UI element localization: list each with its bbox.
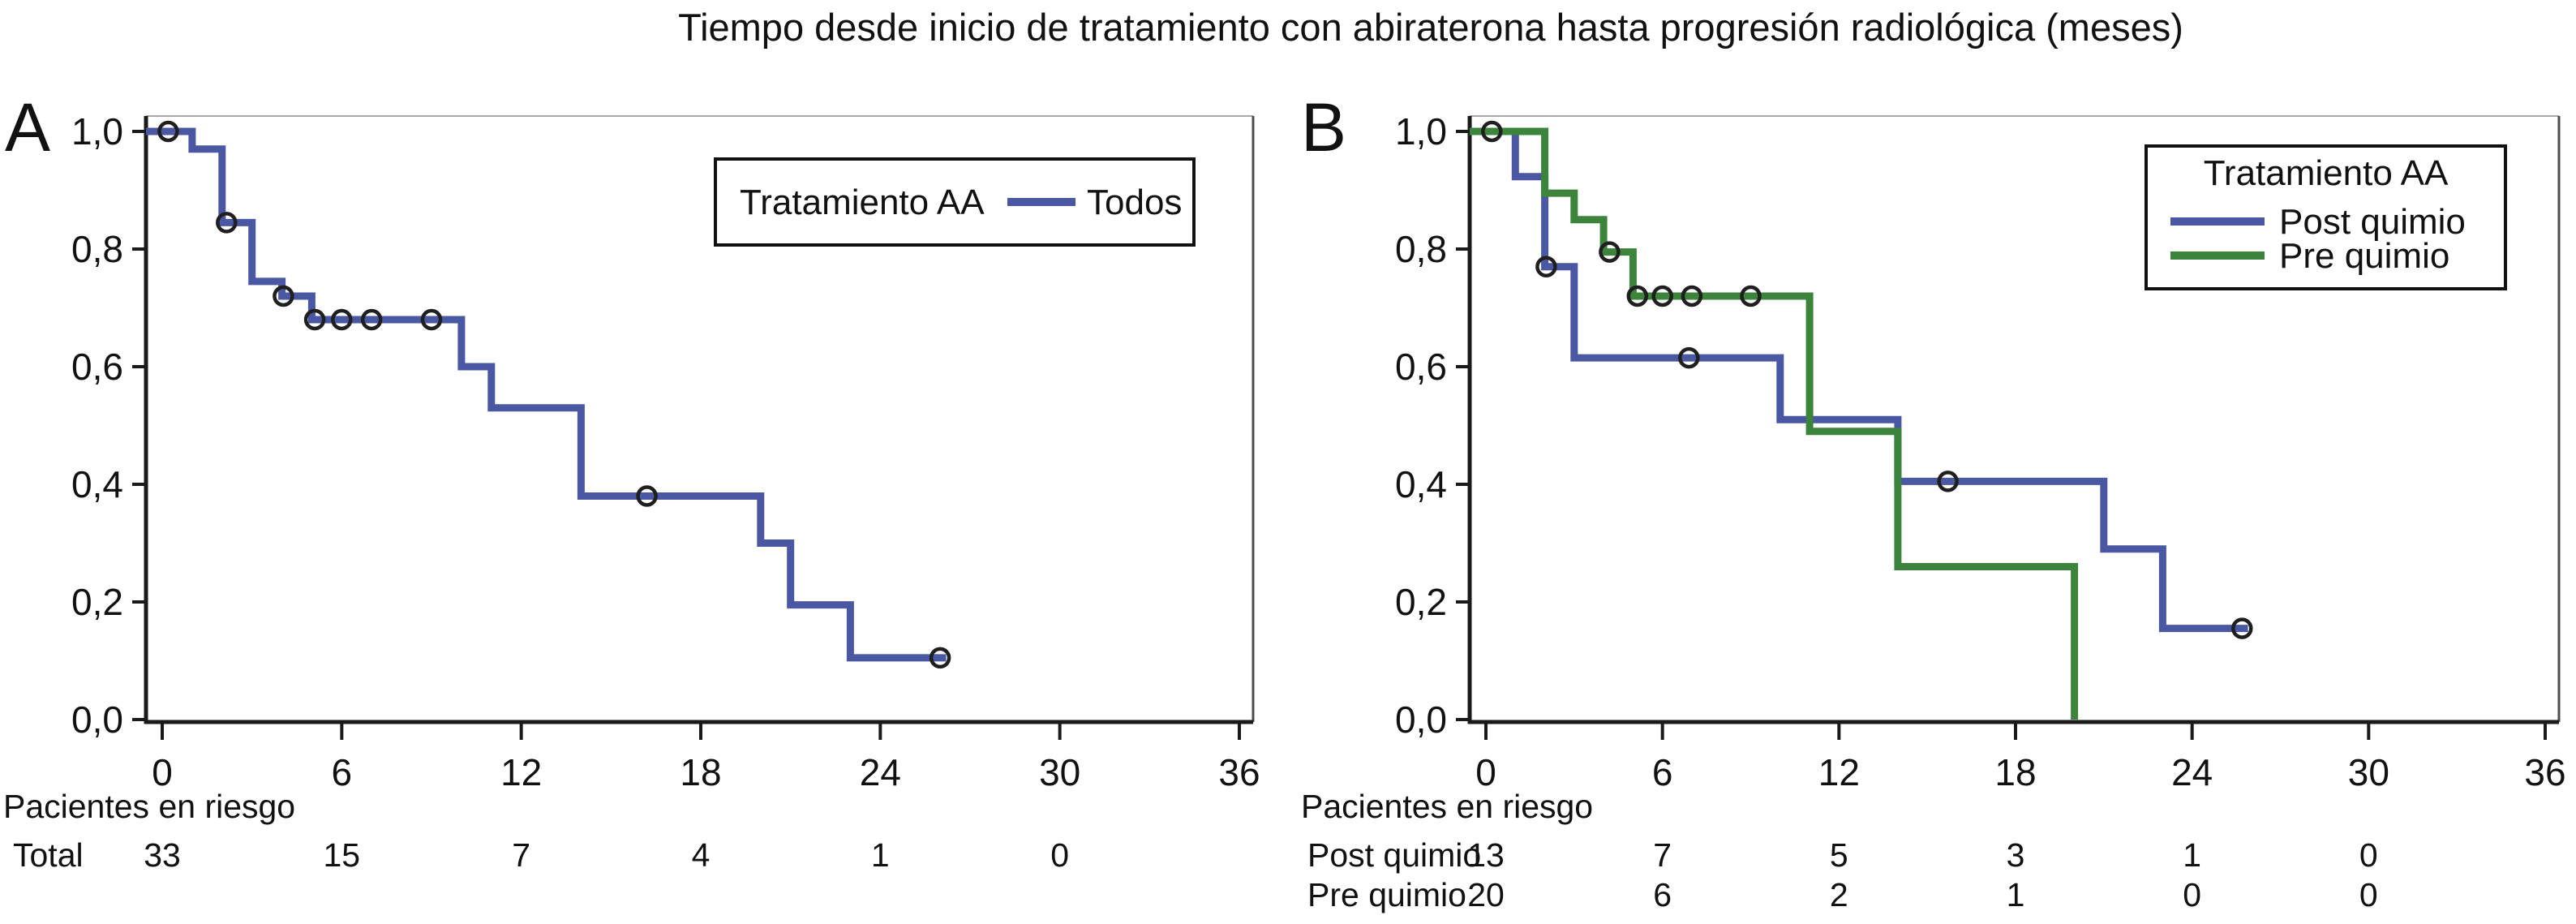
legend-entry-label: Todos — [1087, 183, 1182, 222]
risk-cell: 0 — [2359, 876, 2378, 913]
risk-cell: 0 — [1050, 836, 1069, 874]
risk-cell: 7 — [512, 836, 530, 874]
censor-mark-post-quimio — [1535, 256, 1557, 278]
legend-title: Tratamiento AA — [2204, 153, 2449, 193]
censor-mark-todos — [303, 308, 326, 331]
censor-mark-todos — [273, 285, 294, 307]
risk-table-header: Pacientes en riesgo — [1301, 788, 1593, 825]
panel-b: B0,00,20,40,60,81,00 6 12 18 24 30 36Tratamien… — [1301, 89, 2566, 913]
y-tick-label: 0,0 — [71, 698, 123, 741]
risk-cell: 0 — [2359, 836, 2378, 874]
censor-mark-todos — [360, 308, 383, 331]
x-tick-label: 18 — [680, 751, 721, 793]
panel-letter: A — [5, 89, 50, 165]
y-tick-label: 1,0 — [71, 110, 123, 153]
risk-cell: 5 — [1830, 836, 1848, 874]
y-tick-label: 0,8 — [1395, 228, 1447, 270]
x-tick-label: 36 — [1218, 751, 1260, 793]
risk-cell: 2 — [1830, 876, 1848, 913]
x-tick-label: 0 — [1475, 751, 1496, 793]
risk-cell: 0 — [2183, 876, 2201, 913]
x-tick-label: 30 — [1039, 751, 1080, 793]
censor-mark-todos — [157, 120, 179, 143]
risk-row-label: Pre quimio — [1307, 876, 1466, 913]
y-tick-label: 0,6 — [1395, 346, 1447, 388]
y-tick-label: 0,8 — [71, 228, 123, 270]
censor-mark-post-quimio — [1937, 471, 1959, 492]
censor-mark-post-quimio — [2231, 617, 2253, 639]
legend-entry-label: Post quimio — [2279, 202, 2466, 242]
risk-row-label: Total — [13, 836, 84, 874]
risk-cell: 6 — [1653, 876, 1672, 913]
risk-cell: 15 — [323, 836, 360, 874]
x-tick-label: 6 — [1652, 751, 1673, 793]
x-tick-label: 18 — [1994, 751, 2036, 793]
km-curve-post-quimio — [1470, 127, 2248, 633]
legend-entry-label: Pre quimio — [2279, 236, 2449, 276]
risk-cell: 1 — [2183, 836, 2201, 874]
risk-cell: 13 — [1467, 836, 1505, 874]
censor-mark-post-quimio — [1678, 346, 1700, 369]
x-tick-label: 36 — [2524, 751, 2565, 793]
figure-title: Tiempo desde inicio de tratamiento con a… — [678, 6, 2183, 49]
panel-a: A 0,0 0,2 0,4 0,6 0,8 1,0 0 6 12 18 24 30 36 Tratamien… — [3, 89, 1260, 874]
panel-letter: B — [1301, 89, 1346, 165]
censor-mark-pre-quimio — [1481, 120, 1503, 143]
x-tick-label: 0 — [152, 751, 173, 793]
censor-mark-pre-quimio — [1740, 285, 1762, 307]
risk-cell: 1 — [2007, 876, 2025, 913]
censor-mark-todos — [216, 212, 238, 234]
censor-mark-todos — [420, 308, 443, 331]
risk-row-label: Post quimio — [1307, 836, 1481, 874]
risk-cell: 4 — [692, 836, 711, 874]
censor-mark-pre-quimio — [1599, 241, 1621, 263]
y-tick-label: 0,0 — [1395, 698, 1447, 741]
y-tick-label: 0,2 — [71, 581, 123, 623]
x-tick-label: 12 — [1818, 751, 1860, 793]
censor-mark-pre-quimio — [1651, 285, 1673, 307]
km-curve-todos — [146, 127, 947, 662]
censor-mark-pre-quimio — [1626, 285, 1649, 307]
km-curve-pre-quimio — [1470, 127, 2079, 720]
censor-mark-todos — [929, 647, 951, 669]
x-tick-label: 12 — [500, 751, 542, 793]
legend-box — [714, 157, 1196, 247]
risk-cell: 1 — [871, 836, 890, 874]
x-tick-label: 30 — [2348, 751, 2389, 793]
risk-cell: 20 — [1467, 876, 1505, 913]
y-tick-label: 0,2 — [1395, 581, 1447, 623]
y-tick-label: 0,4 — [71, 463, 123, 505]
x-tick-label: 24 — [860, 751, 901, 793]
y-tick-label: 1,0 — [1395, 110, 1447, 153]
x-tick-label: 24 — [2171, 751, 2213, 793]
risk-cell: 33 — [144, 836, 181, 874]
legend-title: Tratamiento AA — [740, 183, 985, 222]
risk-table-header: Pacientes en riesgo — [3, 788, 295, 825]
y-tick-label: 0,4 — [1395, 463, 1447, 505]
censor-mark-todos — [636, 485, 658, 507]
risk-cell: 7 — [1653, 836, 1672, 874]
censor-mark-pre-quimio — [1681, 285, 1703, 307]
y-tick-label: 0,6 — [71, 346, 123, 388]
censor-mark-todos — [331, 308, 353, 331]
risk-cell: 3 — [2007, 836, 2025, 874]
x-tick-label: 6 — [332, 751, 353, 793]
